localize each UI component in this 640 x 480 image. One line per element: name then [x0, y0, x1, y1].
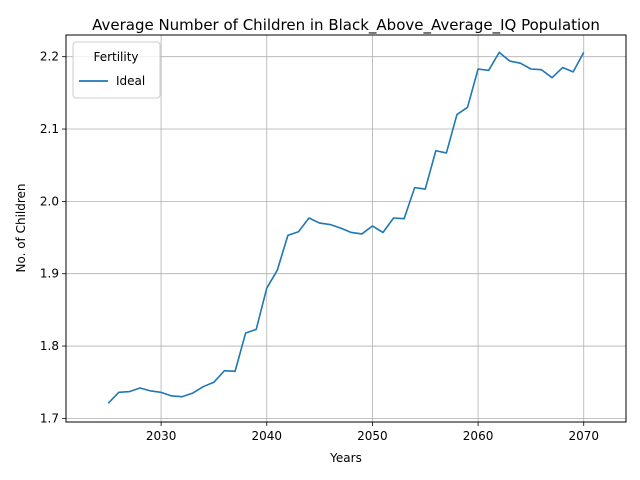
plot-frame: [65, 34, 627, 423]
y-tick-label: 1.9: [40, 267, 59, 281]
y-tick-label: 1.7: [40, 411, 59, 425]
x-tick-label: 2040: [251, 429, 282, 443]
x-tick-label: 2070: [568, 429, 599, 443]
legend-box: [72, 41, 161, 99]
y-tick-label: 2.2: [40, 50, 59, 64]
y-tick-label: 1.8: [40, 339, 59, 353]
y-axis-label: No. of Children: [14, 183, 28, 272]
legend-title: Fertility: [93, 50, 138, 64]
series-line-ideal: [107, 51, 585, 404]
y-axis: 1.7 1.8 1.9 2.0 2.1 2.2: [40, 50, 66, 425]
series-layer: [107, 51, 585, 404]
y-tick-label: 2.1: [40, 122, 59, 136]
y-tick-label: 2.0: [40, 194, 59, 208]
x-axis: 2030 2040 2050 2060 2070: [146, 422, 599, 443]
x-tick-label: 2030: [146, 429, 177, 443]
x-axis-label: Years: [329, 451, 362, 465]
legend: Fertility Ideal: [72, 41, 161, 99]
x-tick-label: 2060: [463, 429, 494, 443]
x-tick-label: 2050: [357, 429, 388, 443]
chart-title: Average Number of Children in Black_Abov…: [92, 16, 600, 35]
legend-label-ideal: Ideal: [116, 74, 145, 88]
